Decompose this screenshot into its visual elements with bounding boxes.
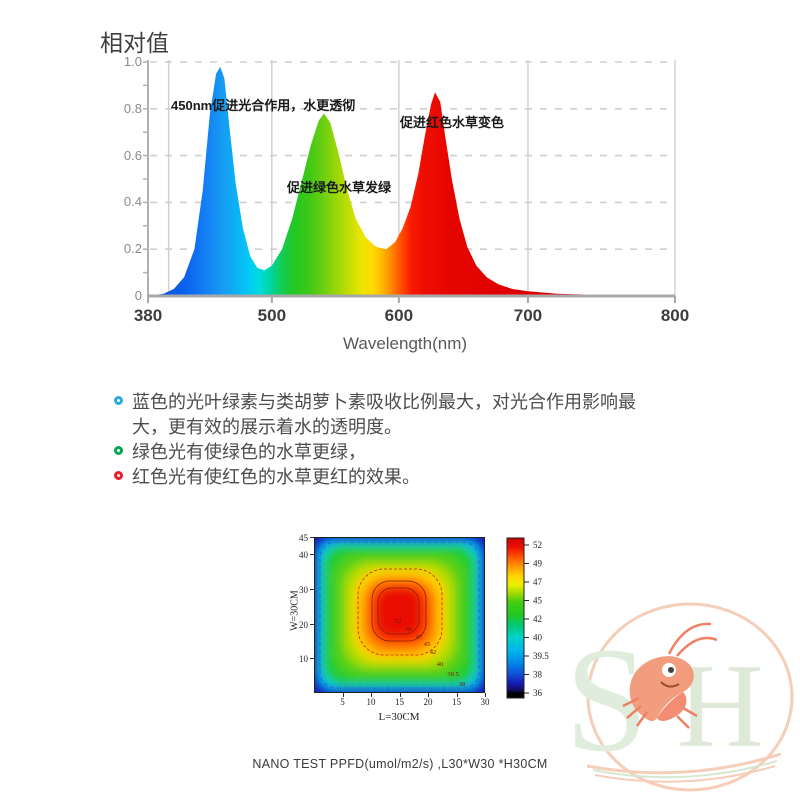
heatmap-x-tick-mark — [399, 693, 401, 697]
heatmap-y-tick-mark — [310, 554, 314, 556]
watermark-letter-h: H — [677, 639, 764, 772]
bullet-list: 蓝色的光叶绿素与类胡萝卜素吸收比例最大，对光合作用影响最大，更有效的展示着水的透… — [114, 390, 659, 490]
heatmap-y-tick-label: 10 — [299, 654, 308, 665]
bullet-text: 绿色光有使绿色的水草更绿， — [132, 442, 366, 462]
colorbar-gradient — [507, 538, 524, 698]
contour-line-core — [377, 587, 420, 635]
x-tick-label: 500 — [257, 306, 287, 325]
contour-line-outer — [319, 541, 480, 689]
heatmap-x-tick-mark — [342, 693, 344, 697]
bullet-text: 蓝色的光叶绿素与类胡萝卜素吸收比例最大，对光合作用影响最大，更有效的展示着水的透… — [132, 392, 636, 437]
heatmap-x-tick-label: 20 — [423, 697, 433, 707]
heatmap-x-tick-label: 5 — [340, 697, 345, 707]
bullet-item: 绿色光有使绿色的水草更绿， — [114, 440, 659, 465]
watermark-wave-1 — [586, 752, 782, 775]
colorbar-labels: 52 49 47 45 42 40 39.5 38 36 — [524, 540, 549, 698]
svg-text:49: 49 — [406, 626, 413, 633]
svg-text:49: 49 — [533, 559, 543, 569]
heatmap-y-tick-mark — [310, 658, 314, 660]
x-tick-label: 600 — [384, 306, 414, 325]
annotation-green-peak: 促进绿色水草发绿 — [287, 180, 392, 195]
heatmap-x-tick-label: 10 — [366, 697, 376, 707]
svg-text:45: 45 — [424, 641, 431, 648]
heatmap-x-tick-mark — [485, 693, 486, 697]
y-tick-label: 0.2 — [123, 241, 142, 257]
svg-text:47: 47 — [533, 577, 543, 587]
heatmap-caption: NANO TEST PPFD(umol/m2/s) ,L30*W30 *H30C… — [252, 757, 548, 771]
heatmap-x-tick-mark — [456, 693, 458, 697]
svg-text:40: 40 — [533, 633, 543, 643]
heatmap-y-tick-label: 30 — [299, 585, 308, 595]
heatmap-x-tick-mark — [428, 693, 429, 697]
spectrum-curve — [148, 66, 631, 296]
heatmap-y-tick-label: 45 — [299, 533, 308, 543]
svg-text:42: 42 — [430, 649, 437, 656]
y-tick-label: 0.4 — [123, 194, 142, 210]
svg-text:36: 36 — [533, 688, 543, 698]
svg-text:40: 40 — [437, 661, 444, 668]
contour-line-mid — [357, 568, 443, 656]
bullet-ring-icon — [114, 396, 123, 405]
heatmap-y-tick-mark — [310, 623, 314, 625]
watermark-wave-2 — [594, 765, 776, 783]
heatmap-x-tick-label: 15 — [452, 697, 461, 707]
spectrum-tick-marks — [143, 61, 676, 303]
x-tick-label: 700 — [513, 306, 543, 325]
svg-text:45: 45 — [533, 596, 543, 606]
spectrum-chart — [143, 60, 676, 303]
svg-text:52: 52 — [395, 618, 402, 625]
y-tick-label: 0.8 — [123, 100, 142, 116]
svg-text:38: 38 — [533, 670, 543, 680]
heatmap-x-tick-mark — [371, 693, 372, 697]
svg-text:38: 38 — [459, 681, 466, 688]
y-tick-label: 0 — [134, 288, 142, 303]
x-tick-label: 800 — [660, 306, 690, 325]
svg-text:42: 42 — [533, 614, 542, 624]
annotation-red-peak: 促进红色水草变色 — [400, 115, 505, 130]
svg-text:39.5: 39.5 — [533, 651, 549, 661]
annotation-blue-peak: 450nm促进光合作用，水更透彻 — [171, 98, 356, 113]
brand-watermark: S H — [565, 602, 794, 792]
bullet-item: 蓝色的光叶绿素与类胡萝卜素吸收比例最大，对光合作用影响最大，更有效的展示着水的透… — [114, 390, 659, 440]
heatmap-y-axis-title: W=30CM — [289, 590, 301, 631]
watermark-wave-green — [592, 760, 778, 779]
x-axis-title: Wavelength(nm) — [342, 334, 468, 353]
heatmap-y-tick-label: 40 — [299, 550, 308, 561]
heatmap-frame — [314, 537, 485, 693]
heatmap-x-axis-title: L=30CM — [378, 711, 420, 723]
colorbar-frame — [506, 537, 525, 699]
shrimp-icon — [622, 622, 718, 729]
colorbar: 52 49 47 45 42 40 39.5 38 36 — [506, 537, 549, 699]
x-tick-label: 380 — [133, 306, 163, 325]
svg-text:52: 52 — [533, 540, 542, 550]
spectrum-title: 相对值 — [100, 30, 169, 56]
watermark-ellipse — [586, 602, 794, 792]
bullet-item: 红色光有使红色的水草更红的效果。 — [114, 465, 659, 490]
heatmap-y-tick-label: 20 — [299, 619, 308, 630]
svg-text:47: 47 — [416, 634, 423, 641]
heatmap-y-tick-mark — [310, 537, 314, 538]
svg-text:39.5: 39.5 — [447, 671, 458, 678]
heatmap-x-tick-label: 30 — [480, 697, 490, 707]
spectrum-gridlines — [150, 60, 676, 296]
y-tick-label: 0.6 — [123, 147, 142, 163]
bullet-text: 红色光有使红色的水草更红的效果。 — [132, 467, 420, 487]
bullet-ring-icon — [114, 446, 123, 455]
bullet-ring-icon — [114, 471, 123, 480]
contour-line-inner — [371, 580, 427, 642]
y-tick-label: 1.0 — [123, 54, 142, 69]
heatmap-x-tick-label: 15 — [395, 697, 404, 707]
heatmap-y-tick-mark — [310, 589, 314, 590]
